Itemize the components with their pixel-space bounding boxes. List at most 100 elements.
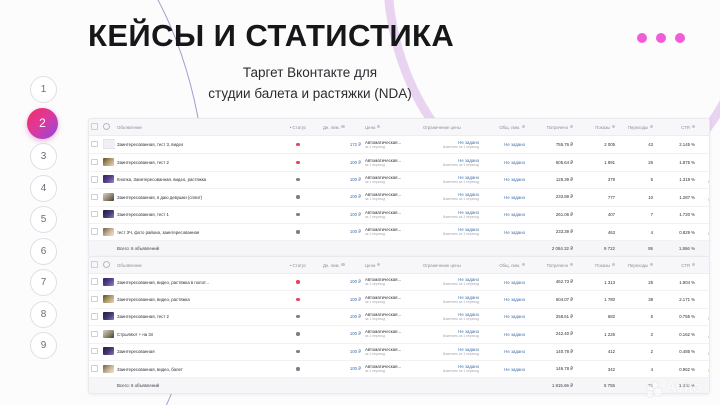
price-cell[interactable]: Автоматическая... за 1 переход bbox=[363, 135, 421, 155]
price-limit-cell[interactable]: Не задано Изменить за 1 переход bbox=[421, 273, 481, 292]
info-icon[interactable] bbox=[341, 124, 345, 128]
ad-name-cell[interactable]: Заинтересованная, тест 3, видео bbox=[115, 135, 275, 155]
table-row[interactable]: тест 3Ч, фото района, заинтересованная 10… bbox=[89, 223, 709, 242]
day-limit-cell[interactable]: 100 ₽ bbox=[321, 273, 363, 292]
col-header-ограничение-цены[interactable]: Ограничение цены bbox=[421, 119, 481, 136]
row-checkbox-cell[interactable] bbox=[89, 206, 101, 224]
status-cell[interactable] bbox=[275, 223, 321, 242]
col-header-статус[interactable]: • Статус bbox=[275, 257, 321, 274]
table-row[interactable]: Заинтересованная, тест 3, видео 172 ₽ Авто… bbox=[89, 135, 709, 155]
price-cell[interactable]: Автоматическая... за 1 переход bbox=[363, 206, 421, 224]
price-cell[interactable]: Автоматическая... за 1 переход bbox=[363, 343, 421, 361]
status-cell[interactable] bbox=[275, 273, 321, 292]
price-cell[interactable]: Автоматическая... за 1 переход bbox=[363, 325, 421, 344]
info-icon[interactable] bbox=[649, 124, 653, 128]
price-cell[interactable]: Автоматическая... за 1 переход bbox=[363, 360, 421, 379]
ads-table-2[interactable]: Объявление • Статус Дн. лим. Цена Ограничени… bbox=[88, 256, 710, 395]
status-cell[interactable] bbox=[275, 206, 321, 224]
sidebar-item-6[interactable]: 6 bbox=[30, 237, 57, 265]
price-cell[interactable]: Автоматическая... за 1 переход bbox=[363, 223, 421, 242]
total-limit-cell[interactable]: Не задано bbox=[481, 206, 527, 224]
row-checkbox[interactable] bbox=[91, 313, 98, 320]
status-cell[interactable] bbox=[275, 135, 321, 155]
day-limit-cell[interactable]: 100 ₽ bbox=[321, 171, 363, 190]
total-limit-cell[interactable]: Не задано bbox=[481, 188, 527, 207]
row-checkbox-cell[interactable] bbox=[89, 360, 101, 379]
col-header-статус[interactable]: • Статус bbox=[275, 119, 321, 136]
info-icon[interactable] bbox=[521, 124, 525, 128]
table-row[interactable]: Заинтересованная 100 ₽ Автоматическая... за… bbox=[89, 343, 709, 361]
day-limit-cell[interactable]: 100 ₽ bbox=[321, 325, 363, 344]
col-header-общ-лим[interactable]: Общ. лим. bbox=[481, 257, 527, 274]
price-cell[interactable]: Автоматическая... за 1 переход bbox=[363, 171, 421, 190]
sidebar-item-1[interactable]: 1 bbox=[30, 76, 57, 103]
day-limit-cell[interactable]: 100 ₽ bbox=[321, 206, 363, 224]
total-limit-cell[interactable]: Не задано bbox=[481, 153, 527, 172]
table-row[interactable]: Заинтересованная, тест 2 100 ₽ Автоматичес… bbox=[89, 308, 709, 327]
price-cell[interactable]: Автоматическая... за 1 переход bbox=[363, 290, 421, 309]
step-navigation[interactable]: 1 2 3 4 5 6 7 8 9 bbox=[27, 76, 58, 359]
ad-name-cell[interactable]: Заинтересованная, тест 1 bbox=[115, 206, 275, 224]
row-checkbox[interactable] bbox=[91, 176, 98, 183]
ad-name-cell[interactable]: Заинтересованная, видео, растяжка в поло… bbox=[115, 273, 275, 292]
ads-table-2-body[interactable]: Заинтересованная, видео, растяжка в поло… bbox=[89, 273, 709, 394]
status-cell[interactable] bbox=[275, 360, 321, 379]
price-limit-cell[interactable]: Не задано Изменить за 1 переход bbox=[421, 153, 481, 172]
info-icon[interactable] bbox=[649, 262, 653, 266]
row-checkbox[interactable] bbox=[91, 330, 98, 338]
info-icon[interactable] bbox=[376, 124, 381, 128]
table-row[interactable]: Заинтересованная, я даю девушки (сплит) 1… bbox=[89, 188, 709, 207]
status-cell[interactable] bbox=[275, 343, 321, 361]
ad-name-cell[interactable]: Заинтересованная, видео, растяжка bbox=[115, 290, 275, 309]
col-header-общ-лим[interactable]: Общ. лим. bbox=[481, 119, 527, 136]
select-all-checkbox[interactable] bbox=[91, 261, 98, 268]
col-header-ограничение-цены[interactable]: Ограничение цены bbox=[421, 257, 481, 274]
col-header-ecpc[interactable]: eCPC bbox=[697, 119, 709, 136]
row-checkbox[interactable] bbox=[91, 278, 98, 285]
price-limit-cell[interactable]: Не задано Изменить за 1 переход bbox=[421, 188, 481, 207]
ads-table-1[interactable]: Объявление • Статус Дн. лим. Цена Ограничени… bbox=[88, 118, 710, 258]
col-header-ctr[interactable]: CTR bbox=[655, 119, 697, 136]
col-header-объявление[interactable]: Объявление bbox=[115, 119, 275, 136]
info-icon[interactable] bbox=[569, 262, 573, 266]
status-cell[interactable] bbox=[275, 308, 321, 327]
col-header-icon-1[interactable] bbox=[101, 257, 115, 274]
price-limit-cell[interactable]: Не задано Изменить за 1 переход bbox=[421, 223, 481, 242]
row-checkbox-cell[interactable] bbox=[89, 308, 101, 327]
price-limit-cell[interactable]: Не задано Изменить за 1 переход bbox=[421, 171, 481, 190]
table-row[interactable]: Стрыляют + на 3л 100 ₽ Автоматическая... за… bbox=[89, 325, 709, 344]
total-limit-cell[interactable]: Не задано bbox=[481, 308, 527, 327]
row-checkbox-cell[interactable] bbox=[89, 171, 101, 190]
status-cell[interactable] bbox=[275, 188, 321, 207]
row-checkbox-cell[interactable] bbox=[89, 343, 101, 361]
day-limit-cell[interactable]: 100 ₽ bbox=[321, 343, 363, 361]
sidebar-item-7[interactable]: 7 bbox=[30, 269, 57, 296]
status-cell[interactable] bbox=[275, 290, 321, 309]
price-limit-cell[interactable]: Не задано Изменить за 1 переход bbox=[421, 360, 481, 379]
ad-name-cell[interactable]: Заинтересованная, я даю девушки (сплит) bbox=[115, 188, 275, 207]
ad-name-cell[interactable]: Заинтересованная, видео, балет bbox=[115, 360, 275, 379]
row-checkbox[interactable] bbox=[91, 210, 98, 218]
table-row[interactable]: Кнопка, Заинтересованная, видео, растяжк… bbox=[89, 171, 709, 190]
status-cell[interactable] bbox=[275, 153, 321, 172]
row-checkbox-cell[interactable] bbox=[89, 223, 101, 242]
ad-name-cell[interactable]: Заинтересованная, тест 2 bbox=[115, 153, 275, 172]
sidebar-item-8[interactable]: 8 bbox=[30, 300, 57, 328]
day-limit-cell[interactable]: 100 ₽ bbox=[321, 360, 363, 379]
col-header-icon-1[interactable] bbox=[101, 119, 115, 136]
col-header-цена[interactable]: Цена bbox=[363, 257, 421, 274]
col-header-потрачено[interactable]: Потрачено bbox=[527, 257, 575, 274]
sidebar-item-3[interactable]: 3 bbox=[30, 143, 57, 170]
ad-name-cell[interactable]: Заинтересованная bbox=[115, 343, 275, 361]
price-limit-cell[interactable]: Не задано Изменить за 1 переход bbox=[421, 290, 481, 309]
row-checkbox[interactable] bbox=[91, 193, 98, 201]
col-header-потрачено[interactable]: Потрачено bbox=[527, 119, 575, 136]
total-limit-cell[interactable]: Не задано bbox=[481, 135, 527, 155]
price-cell[interactable]: Автоматическая... за 1 переход bbox=[363, 308, 421, 327]
total-limit-cell[interactable]: Не задано bbox=[481, 343, 527, 361]
sidebar-item-2[interactable]: 2 bbox=[27, 107, 58, 139]
ad-name-cell[interactable]: Стрыляют + на 3л bbox=[115, 325, 275, 344]
table-row[interactable]: Заинтересованная, тест 1 100 ₽ Автоматичес… bbox=[89, 206, 709, 224]
col-header-icon-0[interactable] bbox=[89, 257, 101, 274]
price-limit-cell[interactable]: Не задано Изменить за 1 переход bbox=[421, 325, 481, 344]
